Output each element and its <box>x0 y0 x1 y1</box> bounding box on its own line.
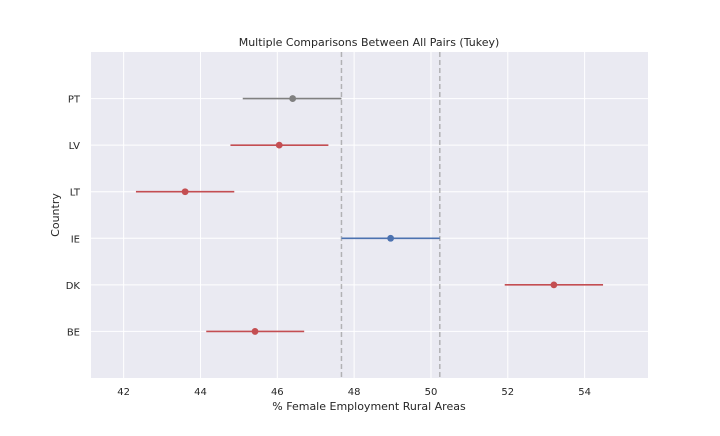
mean-point-pt <box>289 95 297 102</box>
mean-point-dk <box>550 281 558 289</box>
chart-title: Multiple Comparisons Between All Pairs (… <box>239 36 500 49</box>
mean-point-be <box>251 328 259 335</box>
x-tick-label: 44 <box>194 387 207 398</box>
y-tick-label: BE <box>67 327 80 338</box>
grid <box>91 52 648 378</box>
x-axis-label: % Female Employment Rural Areas <box>272 400 466 413</box>
x-tick-label: 46 <box>271 387 284 398</box>
x-tick-label: 50 <box>425 387 438 398</box>
x-tick-label: 42 <box>117 387 130 398</box>
y-tick-label: LT <box>70 188 81 199</box>
y-tick-label: DK <box>66 281 81 292</box>
confidence-intervals <box>135 95 604 335</box>
x-tick-label: 54 <box>578 387 591 398</box>
mean-point-ie <box>387 234 395 242</box>
x-tick-labels: 42 44 46 48 50 52 54 <box>117 387 591 398</box>
y-tick-label: PT <box>68 95 81 106</box>
plot-area <box>91 52 648 378</box>
x-tick-label: 48 <box>348 387 361 398</box>
y-axis-label: Country <box>49 193 62 237</box>
y-tick-label: IE <box>71 234 80 245</box>
mean-point-lv <box>275 141 283 149</box>
reference-lines <box>340 52 441 378</box>
y-tick-label: LV <box>69 141 80 152</box>
y-tick-labels: PT LV LT IE DK BE <box>66 95 81 339</box>
x-tick-label: 52 <box>501 387 514 398</box>
mean-point-lt <box>181 188 189 196</box>
